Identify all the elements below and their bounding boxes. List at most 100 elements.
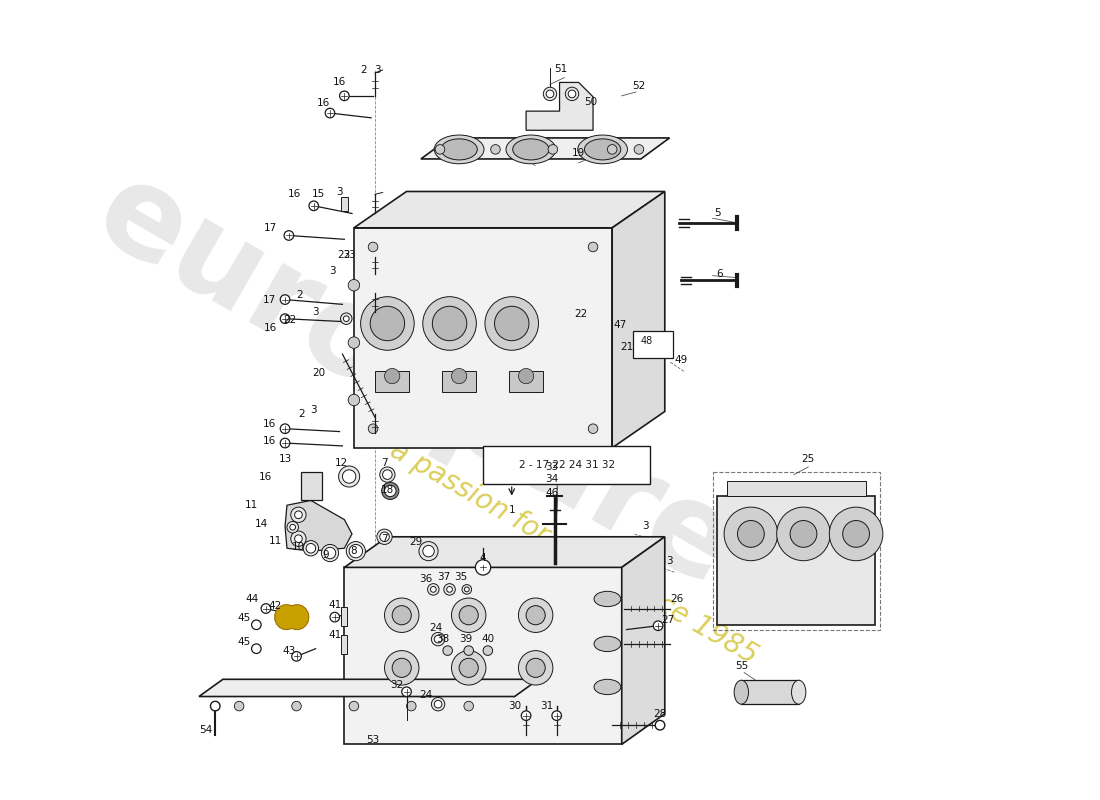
Circle shape	[210, 702, 220, 711]
Circle shape	[295, 511, 302, 518]
Bar	[341, 606, 348, 626]
Circle shape	[547, 90, 553, 98]
Bar	[717, 496, 876, 625]
Circle shape	[346, 542, 365, 561]
Circle shape	[368, 424, 377, 434]
Text: 16: 16	[263, 419, 276, 429]
Circle shape	[485, 297, 539, 350]
Circle shape	[349, 337, 360, 348]
Circle shape	[290, 507, 306, 522]
Bar	[509, 371, 543, 392]
Text: 23: 23	[343, 250, 355, 260]
Polygon shape	[421, 138, 670, 159]
Text: 3: 3	[667, 556, 673, 566]
Text: 14: 14	[254, 519, 267, 530]
Circle shape	[462, 585, 472, 594]
Text: 9: 9	[322, 550, 329, 560]
Text: 31: 31	[540, 701, 553, 711]
Ellipse shape	[506, 135, 556, 164]
Polygon shape	[621, 537, 664, 744]
Text: 17: 17	[264, 223, 277, 233]
Text: 22: 22	[283, 314, 297, 325]
Circle shape	[339, 466, 360, 487]
Ellipse shape	[734, 680, 748, 704]
Text: 55: 55	[736, 661, 749, 671]
Text: 1: 1	[508, 506, 515, 515]
Circle shape	[451, 650, 486, 685]
Circle shape	[464, 587, 470, 592]
Text: 3: 3	[330, 266, 337, 276]
Circle shape	[383, 470, 393, 479]
Text: 53: 53	[366, 734, 379, 745]
Ellipse shape	[594, 679, 620, 694]
Circle shape	[588, 424, 597, 434]
Text: 12: 12	[334, 458, 348, 468]
Polygon shape	[727, 482, 866, 496]
Text: 51: 51	[554, 64, 568, 74]
Text: 4: 4	[480, 553, 486, 563]
Circle shape	[341, 313, 352, 325]
Circle shape	[309, 201, 319, 210]
Text: 15: 15	[312, 190, 326, 199]
Bar	[442, 371, 476, 392]
Circle shape	[385, 598, 419, 633]
Circle shape	[382, 482, 399, 499]
Ellipse shape	[584, 139, 620, 160]
Circle shape	[483, 646, 493, 655]
Ellipse shape	[792, 680, 806, 704]
Circle shape	[459, 658, 478, 678]
Ellipse shape	[578, 135, 627, 164]
Circle shape	[385, 369, 399, 384]
Circle shape	[349, 702, 359, 711]
Text: 2: 2	[296, 290, 303, 300]
Circle shape	[777, 507, 830, 561]
Text: 3: 3	[337, 187, 343, 198]
Circle shape	[518, 369, 534, 384]
Text: 3: 3	[374, 65, 381, 75]
Circle shape	[234, 702, 244, 711]
Text: 8: 8	[351, 546, 358, 556]
Circle shape	[385, 485, 396, 497]
Text: 16: 16	[288, 190, 301, 199]
Circle shape	[284, 230, 294, 240]
Circle shape	[451, 598, 486, 633]
Text: 16: 16	[260, 471, 273, 482]
Polygon shape	[613, 191, 664, 448]
Text: 26: 26	[671, 594, 684, 604]
Circle shape	[543, 87, 557, 101]
Circle shape	[548, 145, 558, 154]
Bar	[634, 331, 673, 358]
Text: 16: 16	[333, 78, 346, 87]
Circle shape	[252, 644, 261, 654]
Circle shape	[635, 145, 643, 154]
Circle shape	[371, 306, 405, 341]
Circle shape	[518, 650, 553, 685]
Text: 38: 38	[437, 634, 450, 644]
Circle shape	[459, 606, 478, 625]
Circle shape	[526, 606, 546, 625]
Text: 39: 39	[459, 634, 473, 644]
Text: 27: 27	[661, 615, 674, 625]
Text: 19: 19	[572, 148, 585, 158]
Circle shape	[464, 646, 473, 655]
Text: 10: 10	[292, 542, 305, 552]
Circle shape	[292, 702, 301, 711]
PathPatch shape	[526, 82, 593, 130]
Circle shape	[724, 507, 778, 561]
Text: 16: 16	[264, 323, 277, 334]
Text: 11: 11	[245, 500, 258, 510]
Circle shape	[321, 545, 339, 562]
Text: 33: 33	[546, 462, 559, 472]
Circle shape	[343, 316, 349, 322]
Text: 16: 16	[317, 98, 330, 109]
Text: 20: 20	[312, 368, 326, 378]
Text: 2: 2	[298, 410, 305, 419]
Circle shape	[280, 438, 289, 448]
Circle shape	[432, 306, 466, 341]
Circle shape	[495, 306, 529, 341]
Circle shape	[443, 584, 455, 595]
Circle shape	[379, 467, 395, 482]
Bar	[483, 446, 650, 484]
Text: 45: 45	[238, 637, 251, 647]
Polygon shape	[285, 501, 352, 551]
